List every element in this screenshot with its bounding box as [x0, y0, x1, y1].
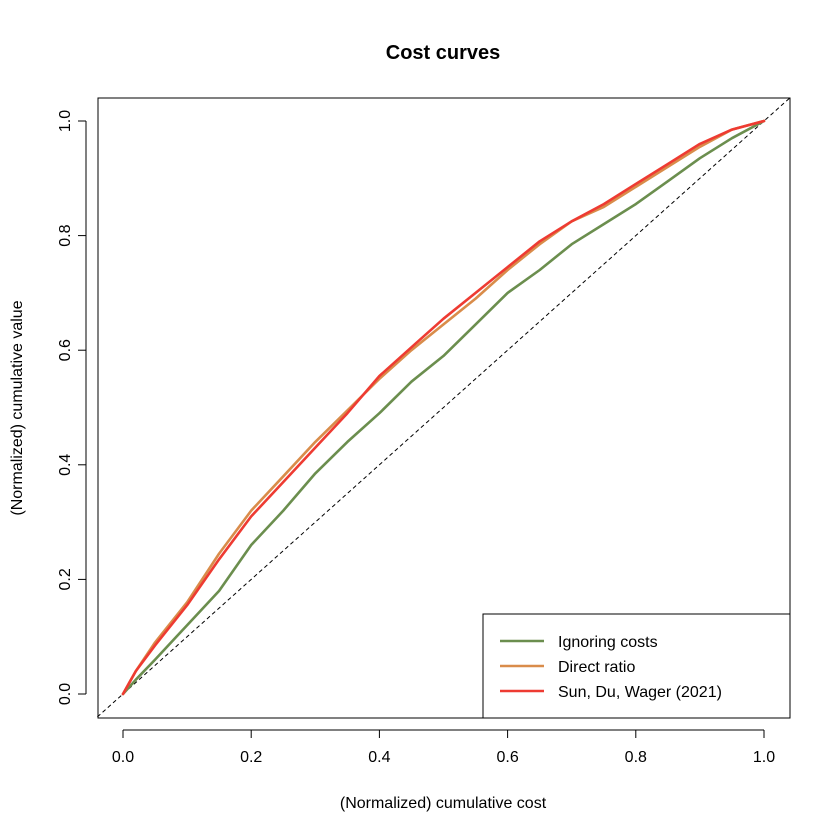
- y-tick-label: 0.6: [57, 339, 74, 361]
- series-line-1: [121, 119, 766, 696]
- axes: 0.0 0.2 0.4 0.6 0.8 1.0 0.0 0.2 0.4 0.6 0.8 1.0: [57, 97, 791, 766]
- y-tick-label: 0.8: [57, 224, 74, 246]
- x-axis-label: (Normalized) cumulative cost: [340, 795, 547, 812]
- legend-label-0: Ignoring costs: [558, 634, 658, 651]
- plot-frame: [97, 97, 791, 719]
- series-line-2: [121, 119, 766, 696]
- y-tick-label: 0.2: [57, 568, 74, 590]
- legend: Ignoring costs Direct ratio Sun, Du, Wager…: [482, 613, 791, 719]
- x-tick-label: 0.2: [240, 749, 262, 766]
- y-tick-label: 0.4: [57, 454, 74, 476]
- legend-label-2: Sun, Du, Wager (2021): [558, 684, 722, 701]
- reference-diagonal-line: [97, 97, 790, 718]
- x-tick-label: 1.0: [753, 749, 775, 766]
- x-tick-label: 0.6: [496, 749, 518, 766]
- plot-area: [97, 97, 790, 718]
- y-tick-label: 0.0: [57, 683, 74, 705]
- x-tick-label: 0.4: [368, 749, 390, 766]
- y-axis-label: (Normalized) cumulative value: [9, 300, 26, 515]
- chart-title: Cost curves: [386, 42, 501, 64]
- x-tick-label: 0.0: [112, 749, 134, 766]
- x-tick-label: 0.8: [625, 749, 647, 766]
- legend-label-1: Direct ratio: [558, 659, 635, 676]
- series-line-0: [121, 119, 766, 696]
- y-tick-label: 1.0: [57, 110, 74, 132]
